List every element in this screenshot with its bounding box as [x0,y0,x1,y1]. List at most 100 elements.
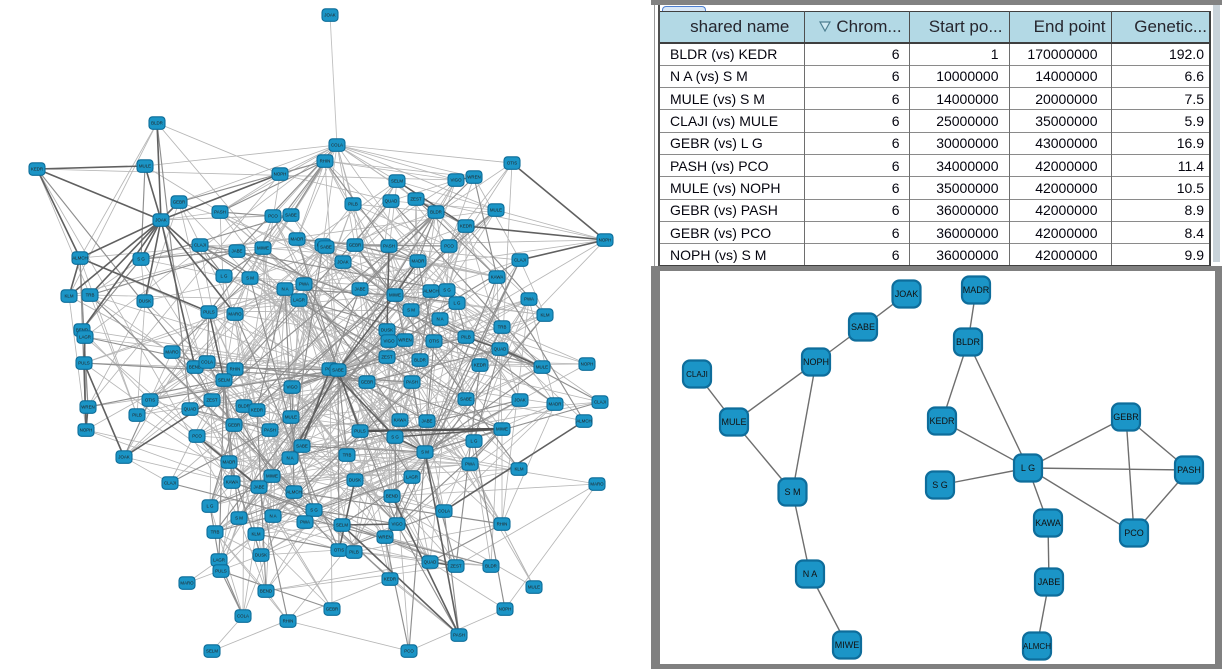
svg-text:S M: S M [235,516,243,521]
svg-text:VIGO: VIGO [392,522,404,527]
svg-text:ALMCH: ALMCH [576,419,591,424]
svg-text:PASH: PASH [264,428,276,433]
svg-text:GEBR: GEBR [173,200,185,205]
svg-text:BEND: BEND [386,494,398,499]
svg-text:VIGO: VIGO [287,385,299,390]
svg-text:PULS: PULS [78,361,90,366]
svg-text:PWA: PWA [299,282,309,287]
svg-text:GEBR: GEBR [349,243,361,248]
svg-text:NOPH: NOPH [499,607,512,612]
svg-text:VIGO: VIGO [384,339,396,344]
svg-text:TRB: TRB [86,293,95,298]
svg-text:MULE: MULE [285,415,297,420]
svg-text:GEBR: GEBR [228,423,240,428]
svg-text:N A: N A [803,569,818,579]
svg-text:KLM: KLM [251,532,260,537]
svg-text:ALMCH: ALMCH [72,256,87,261]
svg-text:SELM: SELM [206,649,218,654]
svg-text:N A: N A [269,514,276,519]
svg-text:QUAD: QUAD [494,347,507,352]
svg-text:JOAK: JOAK [514,398,526,403]
svg-text:PULS: PULS [203,310,215,315]
svg-text:JABE: JABE [1038,577,1061,587]
svg-text:L G: L G [1021,463,1035,473]
svg-text:KAWA: KAWA [394,418,407,423]
svg-text:L G: L G [471,439,478,444]
svg-text:TRB: TRB [498,325,507,330]
svg-text:PASH: PASH [383,244,395,249]
svg-text:QUAD: QUAD [424,560,437,565]
svg-text:MIWE: MIWE [496,427,508,432]
svg-text:ZEST: ZEST [381,355,393,360]
svg-text:DUSK: DUSK [349,478,361,483]
svg-text:MULE: MULE [490,208,502,213]
svg-text:S M: S M [407,308,415,313]
svg-text:GEBR: GEBR [1113,412,1139,422]
svg-text:SABE: SABE [285,213,297,218]
svg-text:MADR: MADR [223,460,236,465]
svg-text:CLAJI: CLAJI [194,243,206,248]
svg-text:MIWE: MIWE [266,474,278,479]
svg-text:S G: S G [443,288,451,293]
svg-text:S M: S M [246,276,254,281]
svg-text:ZEST: ZEST [206,398,218,403]
svg-text:KAWA: KAWA [491,275,504,280]
svg-text:SELM: SELM [218,378,230,383]
svg-text:CLAJI: CLAJI [514,258,526,263]
svg-text:JABE: JABE [422,419,433,424]
svg-text:JOAK: JOAK [118,455,130,460]
svg-text:DUSK: DUSK [139,299,151,304]
svg-text:DUSK: DUSK [381,328,393,333]
svg-text:NOPH: NOPH [599,238,612,243]
svg-text:BLDR: BLDR [238,404,250,409]
svg-text:OTIS: OTIS [145,398,155,403]
svg-text:LAGR: LAGR [293,298,305,303]
svg-text:SELM: SELM [391,179,403,184]
svg-text:WREN: WREN [467,175,480,180]
svg-text:OTIS: OTIS [429,339,439,344]
svg-text:KEDR: KEDR [929,416,955,426]
svg-text:PCO: PCO [268,214,278,219]
svg-text:WREN: WREN [81,405,94,410]
svg-text:N A: N A [286,456,293,461]
svg-text:PCO: PCO [404,649,414,654]
svg-text:COLA: COLA [438,509,450,514]
svg-text:BLDR: BLDR [151,121,163,126]
svg-text:JABE: JABE [232,249,243,254]
svg-text:S G: S G [932,480,948,490]
svg-text:PWA: PWA [300,520,310,525]
svg-text:PILB: PILB [348,202,358,207]
svg-text:GEBR: GEBR [326,607,338,612]
svg-text:BLDR: BLDR [485,564,497,569]
svg-text:S G: S G [137,257,145,262]
svg-text:QUAD: QUAD [385,199,398,204]
svg-text:PILB: PILB [461,335,471,340]
svg-text:PILB: PILB [349,550,359,555]
svg-text:KEDR: KEDR [474,363,486,368]
svg-text:GEBR: GEBR [361,380,373,385]
svg-text:BLDR: BLDR [414,358,426,363]
svg-text:KEDR: KEDR [460,224,472,229]
svg-text:BEND: BEND [189,365,201,370]
svg-text:PASH: PASH [214,210,226,215]
svg-text:NOPH: NOPH [80,428,93,433]
svg-text:LAGR: LAGR [79,335,91,340]
svg-text:S G: S G [391,435,399,440]
svg-text:PASH: PASH [453,633,465,638]
svg-text:SABE: SABE [332,368,344,373]
svg-text:PCO: PCO [444,244,454,249]
svg-text:COLA: COLA [331,143,343,148]
svg-text:PULS: PULS [354,429,366,434]
svg-text:CLAJI: CLAJI [594,400,606,405]
svg-text:PWA: PWA [524,297,534,302]
svg-text:RHIN: RHIN [320,159,331,164]
svg-text:TRB: TRB [343,453,352,458]
svg-text:MIWE: MIWE [389,293,401,298]
svg-text:ALMCH: ALMCH [1023,642,1051,651]
svg-text:MIWE: MIWE [257,246,269,251]
svg-text:JABE: JABE [355,287,366,292]
svg-text:LAGR: LAGR [406,475,418,480]
svg-text:SABE: SABE [460,397,472,402]
svg-text:PCO: PCO [1124,528,1144,538]
svg-text:KEDR: KEDR [251,408,263,413]
